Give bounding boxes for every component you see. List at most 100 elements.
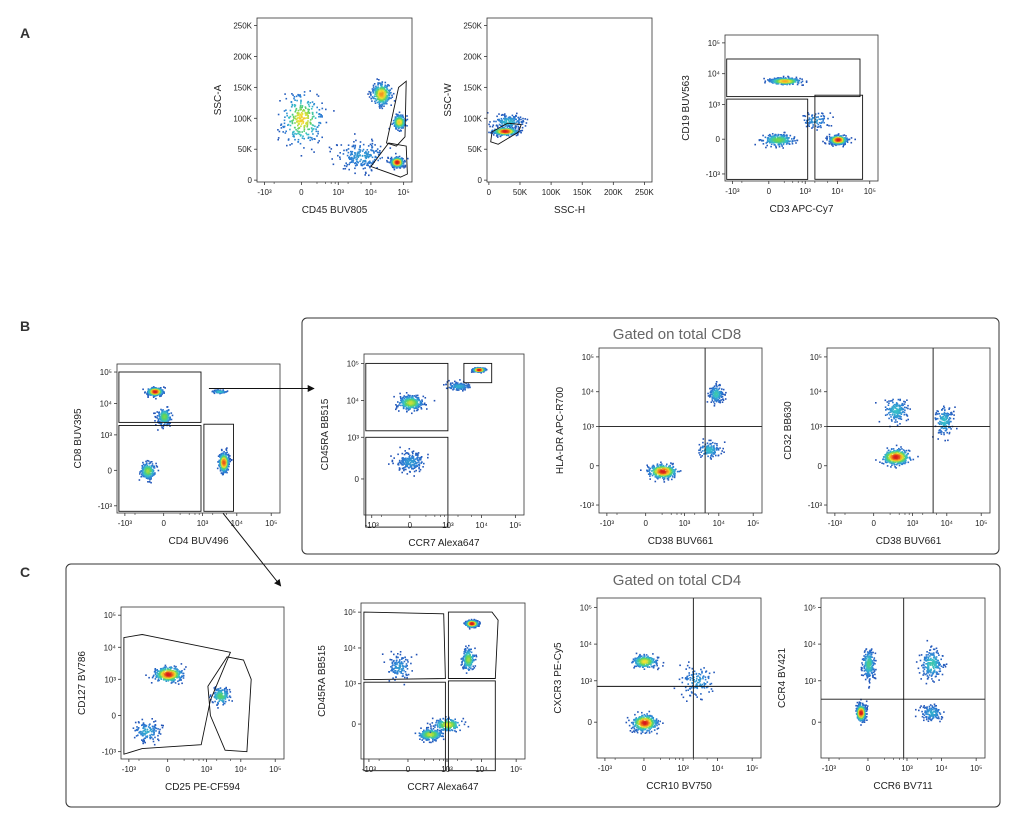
event-dot <box>371 147 373 149</box>
gate-a3-2[interactable] <box>814 94 864 180</box>
event-dot <box>521 126 524 129</box>
x-axis-title: CD3 APC-Cy7 <box>770 204 834 215</box>
event-dot <box>787 138 789 140</box>
x-tick-label: 200K <box>604 188 623 197</box>
event-dot <box>489 125 491 128</box>
event-dot <box>501 128 504 130</box>
event-dot <box>845 138 847 141</box>
x-tick-label: 10⁵ <box>265 519 277 528</box>
gate-b1-1[interactable] <box>118 425 202 512</box>
event-dot <box>280 123 283 125</box>
gate-a2-0[interactable] <box>490 122 522 145</box>
y-tick-label: 150K <box>233 83 252 92</box>
event-dot <box>830 125 833 127</box>
event-dot <box>788 140 790 143</box>
event-dot <box>400 460 403 462</box>
event-dot <box>283 110 286 112</box>
gate-b1-0[interactable] <box>118 371 202 423</box>
event-dot <box>806 119 808 122</box>
event-dot <box>411 454 414 457</box>
event-dot <box>299 120 302 123</box>
event-dot <box>403 403 406 406</box>
event-dot <box>228 465 230 468</box>
event-dot <box>309 119 312 121</box>
event-dot <box>402 464 404 466</box>
event-dot <box>406 407 409 410</box>
event-dot <box>384 99 387 102</box>
event-dot <box>399 129 402 131</box>
event-dot <box>403 399 405 401</box>
event-dot <box>450 384 452 386</box>
event-dot <box>491 129 494 132</box>
event-dot <box>500 119 502 122</box>
gate-a3-0[interactable] <box>726 58 861 98</box>
event-dot <box>421 399 423 401</box>
event-dot <box>357 156 360 158</box>
event-dot <box>280 124 282 126</box>
gate-a3-1[interactable] <box>726 98 809 180</box>
event-dot <box>780 143 783 146</box>
event-dot <box>778 136 780 139</box>
event-dot <box>380 89 383 91</box>
event-dot <box>769 79 771 82</box>
event-dot <box>379 152 381 154</box>
event-dot <box>398 130 401 132</box>
event-dot <box>139 471 141 473</box>
event-dot <box>363 160 366 162</box>
gate-a1-1[interactable] <box>385 80 407 147</box>
event-dot <box>163 386 165 388</box>
event-dot <box>517 120 520 123</box>
event-dot <box>448 386 451 389</box>
event-dot <box>224 391 226 393</box>
event-dot <box>420 402 423 405</box>
event-dot <box>376 92 378 95</box>
event-dot <box>354 172 356 175</box>
event-dot <box>352 144 355 147</box>
event-dot <box>364 171 367 174</box>
event-dot <box>412 452 414 455</box>
event-dot <box>416 456 418 459</box>
event-dot <box>351 150 354 153</box>
event-dot <box>386 159 388 162</box>
event-dot <box>369 161 372 164</box>
event-dot <box>388 90 391 93</box>
event-dot <box>222 452 224 455</box>
event-dot <box>407 405 409 407</box>
event-dot <box>510 134 512 136</box>
event-dot <box>295 118 298 121</box>
event-dot <box>291 93 293 95</box>
gate-a1-0[interactable] <box>370 142 408 178</box>
event-dot <box>385 102 388 105</box>
event-dot <box>146 392 148 394</box>
event-dot <box>388 463 390 465</box>
event-dot <box>376 101 379 104</box>
event-dot <box>299 96 302 98</box>
event-dot <box>522 120 524 122</box>
event-dot <box>316 106 318 109</box>
event-dot <box>379 104 382 106</box>
event-dot <box>400 404 402 407</box>
event-dot <box>328 146 331 149</box>
event-dot <box>295 128 297 131</box>
x-tick-label: -10³ <box>257 188 272 197</box>
event-dot <box>390 158 393 161</box>
event-dot <box>391 460 394 463</box>
event-dot <box>778 142 781 145</box>
event-dot <box>355 158 358 161</box>
event-dot <box>395 116 397 118</box>
event-dot <box>505 121 508 124</box>
event-dot <box>420 456 423 458</box>
event-dot <box>311 129 314 131</box>
y-tick-label: 0 <box>108 466 113 475</box>
event-dot <box>411 464 414 466</box>
event-dot <box>333 110 335 112</box>
event-dot <box>337 154 339 157</box>
event-dot <box>796 139 798 142</box>
event-dot <box>393 168 396 171</box>
event-dot <box>510 125 513 127</box>
gate-b1-2[interactable] <box>203 423 234 512</box>
event-dot <box>332 163 335 166</box>
event-dot <box>526 118 529 121</box>
event-dot <box>354 133 356 135</box>
event-dot <box>405 461 408 464</box>
